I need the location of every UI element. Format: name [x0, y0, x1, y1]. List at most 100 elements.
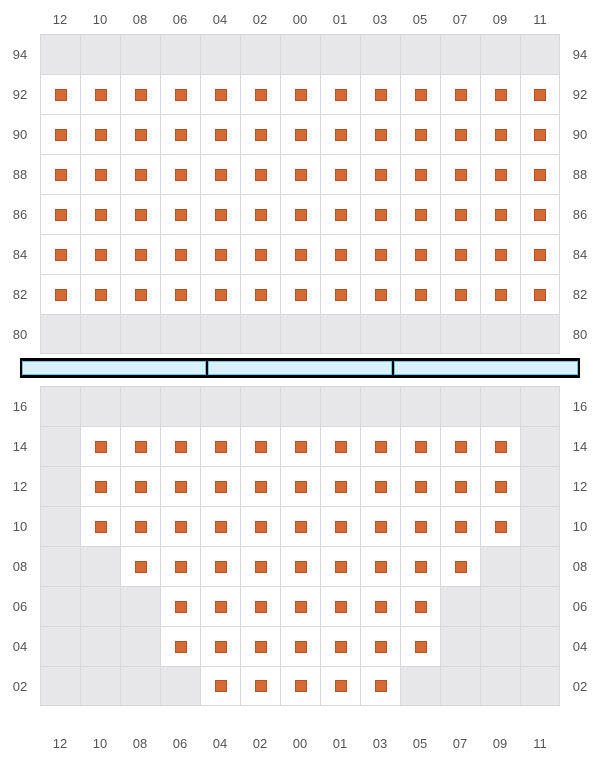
seat-cell[interactable] [360, 74, 400, 114]
seat-cell[interactable] [400, 506, 440, 546]
seat-cell[interactable] [400, 194, 440, 234]
seat-cell[interactable] [280, 234, 320, 274]
seat-cell[interactable] [280, 154, 320, 194]
seat-cell[interactable] [280, 506, 320, 546]
seat-cell[interactable] [520, 74, 560, 114]
seat-cell[interactable] [160, 506, 200, 546]
seat-cell[interactable] [440, 74, 480, 114]
seat-cell[interactable] [400, 466, 440, 506]
seat-cell[interactable] [320, 506, 360, 546]
seat-cell[interactable] [200, 506, 240, 546]
seat-cell[interactable] [40, 194, 80, 234]
seat-cell[interactable] [400, 274, 440, 314]
seat-cell[interactable] [160, 234, 200, 274]
seat-cell[interactable] [200, 586, 240, 626]
seat-cell[interactable] [80, 154, 120, 194]
seat-cell[interactable] [400, 234, 440, 274]
seat-cell[interactable] [320, 626, 360, 666]
seat-cell[interactable] [280, 626, 320, 666]
seat-cell[interactable] [520, 234, 560, 274]
seat-cell[interactable] [440, 274, 480, 314]
seat-cell[interactable] [440, 506, 480, 546]
seat-cell[interactable] [280, 466, 320, 506]
seat-cell[interactable] [320, 234, 360, 274]
seat-cell[interactable] [80, 506, 120, 546]
seat-cell[interactable] [160, 114, 200, 154]
seat-cell[interactable] [200, 114, 240, 154]
seat-cell[interactable] [360, 194, 400, 234]
seat-cell[interactable] [520, 194, 560, 234]
seat-cell[interactable] [240, 466, 280, 506]
seat-cell[interactable] [400, 546, 440, 586]
seat-cell[interactable] [200, 626, 240, 666]
seat-cell[interactable] [360, 586, 400, 626]
seat-cell[interactable] [280, 194, 320, 234]
seat-cell[interactable] [240, 234, 280, 274]
seat-cell[interactable] [160, 194, 200, 234]
seat-cell[interactable] [320, 466, 360, 506]
seat-cell[interactable] [280, 114, 320, 154]
seat-cell[interactable] [360, 274, 400, 314]
seat-cell[interactable] [240, 426, 280, 466]
seat-cell[interactable] [320, 154, 360, 194]
seat-cell[interactable] [320, 74, 360, 114]
seat-cell[interactable] [160, 74, 200, 114]
seat-cell[interactable] [80, 234, 120, 274]
seat-cell[interactable] [400, 586, 440, 626]
seat-cell[interactable] [80, 274, 120, 314]
seat-cell[interactable] [480, 74, 520, 114]
seat-cell[interactable] [40, 274, 80, 314]
seat-cell[interactable] [160, 586, 200, 626]
seat-cell[interactable] [80, 466, 120, 506]
seat-cell[interactable] [160, 466, 200, 506]
seat-cell[interactable] [280, 586, 320, 626]
seat-cell[interactable] [320, 586, 360, 626]
seat-cell[interactable] [320, 114, 360, 154]
seat-cell[interactable] [440, 154, 480, 194]
seat-cell[interactable] [360, 466, 400, 506]
seat-cell[interactable] [120, 234, 160, 274]
seat-cell[interactable] [160, 626, 200, 666]
seat-cell[interactable] [200, 194, 240, 234]
seat-cell[interactable] [360, 154, 400, 194]
seat-cell[interactable] [440, 234, 480, 274]
seat-cell[interactable] [520, 154, 560, 194]
seat-cell[interactable] [200, 546, 240, 586]
seat-cell[interactable] [160, 274, 200, 314]
seat-cell[interactable] [480, 114, 520, 154]
seat-cell[interactable] [360, 506, 400, 546]
seat-cell[interactable] [200, 234, 240, 274]
seat-cell[interactable] [320, 666, 360, 706]
seat-cell[interactable] [360, 626, 400, 666]
seat-cell[interactable] [40, 154, 80, 194]
seat-cell[interactable] [160, 154, 200, 194]
seat-cell[interactable] [360, 114, 400, 154]
seat-cell[interactable] [480, 234, 520, 274]
seat-cell[interactable] [480, 466, 520, 506]
seat-cell[interactable] [160, 426, 200, 466]
seat-cell[interactable] [400, 426, 440, 466]
seat-cell[interactable] [80, 426, 120, 466]
seat-cell[interactable] [320, 426, 360, 466]
seat-cell[interactable] [440, 466, 480, 506]
seat-cell[interactable] [280, 426, 320, 466]
seat-cell[interactable] [240, 154, 280, 194]
seat-cell[interactable] [280, 546, 320, 586]
seat-cell[interactable] [120, 506, 160, 546]
seat-cell[interactable] [400, 626, 440, 666]
seat-cell[interactable] [480, 274, 520, 314]
seat-cell[interactable] [440, 426, 480, 466]
seat-cell[interactable] [280, 274, 320, 314]
seat-cell[interactable] [240, 114, 280, 154]
seat-cell[interactable] [80, 194, 120, 234]
seat-cell[interactable] [240, 74, 280, 114]
seat-cell[interactable] [120, 426, 160, 466]
seat-cell[interactable] [400, 154, 440, 194]
seat-cell[interactable] [120, 194, 160, 234]
seat-cell[interactable] [240, 194, 280, 234]
seat-cell[interactable] [240, 546, 280, 586]
seat-cell[interactable] [240, 626, 280, 666]
seat-cell[interactable] [120, 114, 160, 154]
seat-cell[interactable] [240, 666, 280, 706]
seat-cell[interactable] [80, 114, 120, 154]
